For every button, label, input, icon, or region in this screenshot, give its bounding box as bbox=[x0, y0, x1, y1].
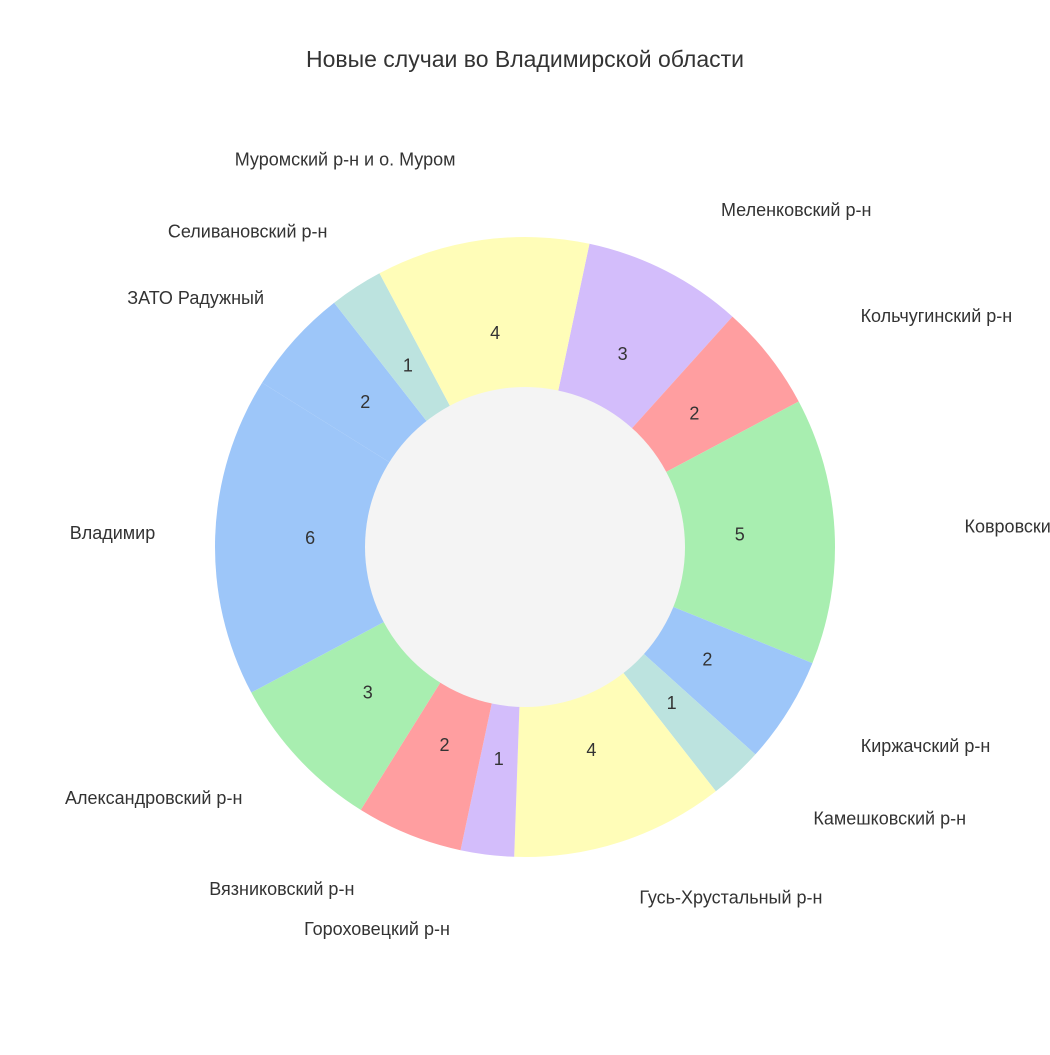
slice-value: 2 bbox=[360, 392, 370, 412]
chart-title: Новые случаи во Владимирской области bbox=[306, 46, 744, 72]
slice-value: 3 bbox=[618, 344, 628, 364]
slice-label: Ковровский р-н bbox=[964, 516, 1050, 536]
slice-value: 4 bbox=[586, 740, 596, 760]
slice-label: Гусь-Хрустальный р-н bbox=[639, 888, 822, 908]
donut-chart: Новые случаи во Владимирской области 3 2 5… bbox=[0, 0, 1050, 1050]
slice-value: 6 bbox=[305, 528, 315, 548]
slice-label: Селивановский р-н bbox=[168, 221, 328, 241]
slice-label: ЗАТО Радужный bbox=[127, 288, 264, 308]
slice-label: Владимир bbox=[70, 523, 156, 543]
slice-value: 2 bbox=[439, 735, 449, 755]
slice-value: 2 bbox=[689, 403, 699, 423]
slice-value: 1 bbox=[667, 693, 677, 713]
slice-label: Александровский р-н bbox=[65, 788, 242, 808]
slice-value: 1 bbox=[403, 355, 413, 375]
slice-label: Меленковский р-н bbox=[721, 200, 871, 220]
slice-label: Гороховецкий р-н bbox=[304, 919, 450, 939]
donut-hole bbox=[365, 387, 685, 707]
slice-label: Камешковский р-н bbox=[813, 808, 966, 828]
slice-value: 1 bbox=[494, 749, 504, 769]
slice-label: Муромский р-н и о. Муром bbox=[235, 149, 456, 169]
slice-label: Вязниковский р-н bbox=[209, 879, 354, 899]
slice-label: Кольчугинский р-н bbox=[861, 306, 1013, 326]
slice-value: 2 bbox=[702, 650, 712, 670]
slice-value: 3 bbox=[363, 682, 373, 702]
slice-label: Киржачский р-н bbox=[861, 736, 991, 756]
slice-value: 4 bbox=[490, 323, 500, 343]
slice-value: 5 bbox=[735, 524, 745, 544]
